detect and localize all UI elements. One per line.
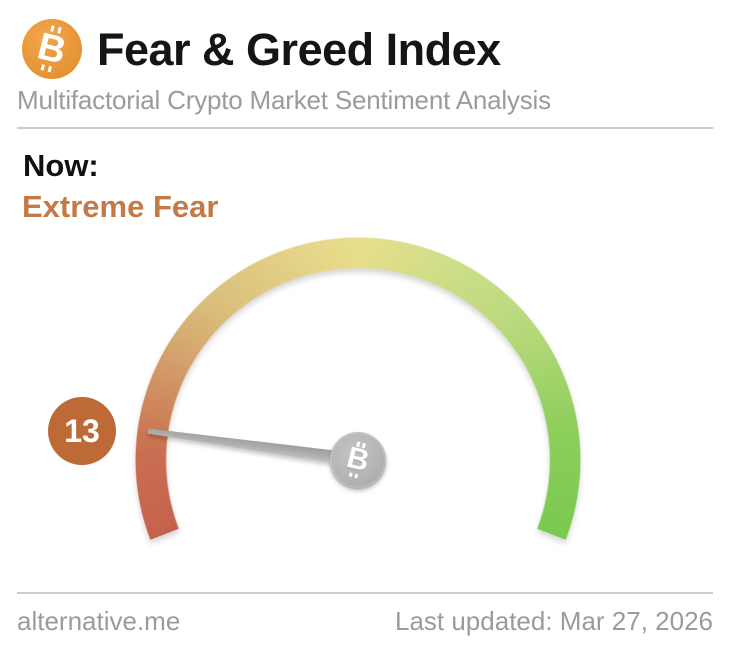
- bitcoin-symbol: B: [33, 25, 71, 73]
- gauge-needle-wrap: B: [135, 237, 581, 654]
- value-badge: 13: [48, 397, 116, 465]
- classification-text: Extreme Fear: [22, 189, 219, 224]
- gauge-chart: B: [135, 237, 581, 654]
- gauge-needle: [147, 423, 359, 468]
- page-subtitle: Multifactorial Crypto Market Sentiment A…: [17, 85, 551, 115]
- gauge-hub: B: [330, 432, 386, 488]
- now-label: Now:: [23, 148, 99, 183]
- page-title: Fear & Greed Index: [97, 24, 501, 75]
- footer-divider: [17, 592, 713, 594]
- footer-site-link[interactable]: alternative.me: [17, 606, 181, 636]
- bitcoin-hub-symbol: B: [343, 440, 373, 479]
- bitcoin-logo-icon: B: [22, 19, 82, 79]
- header-divider: [17, 127, 713, 129]
- footer-last-updated: Last updated: Mar 27, 2026: [394, 606, 713, 636]
